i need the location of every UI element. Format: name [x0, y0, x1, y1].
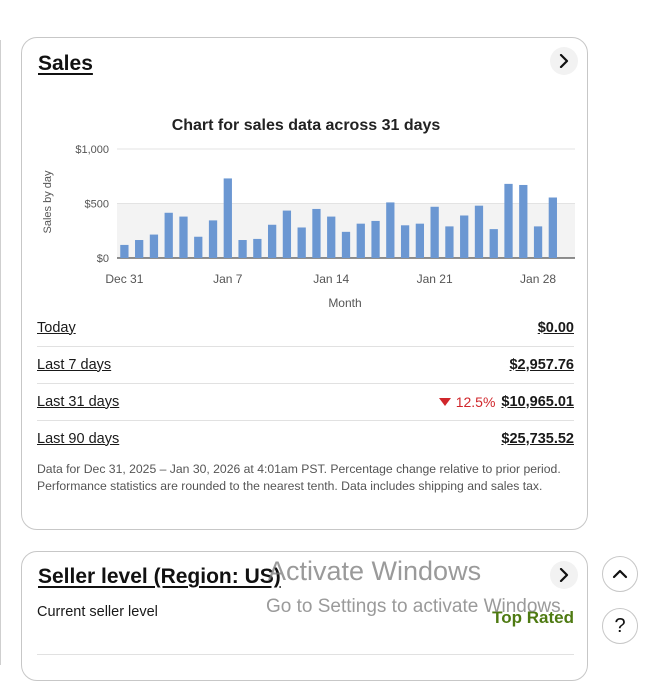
chart-ylabel: Sales by day: [42, 170, 54, 233]
sales-card: Sales Chart for sales data across 31 day…: [21, 37, 588, 530]
chart-xlabel: Month: [328, 296, 361, 310]
chart-bar[interactable]: [504, 183, 513, 258]
current-seller-level-row: Current seller level Top Rated: [37, 604, 574, 628]
current-seller-level-label: Current seller level: [37, 604, 158, 620]
chart-bar[interactable]: [474, 205, 484, 258]
change-indicator: 12.5%: [438, 393, 496, 410]
row-last-31-days: Last 31 days 12.5% $10,965.01: [37, 383, 574, 421]
chart-bar[interactable]: [548, 197, 557, 258]
chart-bar[interactable]: [489, 229, 498, 258]
chart-bar[interactable]: [519, 184, 528, 258]
x-tick-label: Jan 14: [313, 272, 349, 286]
chart-bar[interactable]: [282, 210, 292, 258]
chart-bar[interactable]: [386, 202, 395, 258]
seller-level-card: Seller level (Region: US) Current seller…: [21, 551, 588, 681]
chart-bar[interactable]: [312, 208, 321, 258]
chart-bar[interactable]: [297, 227, 306, 258]
chart-bar[interactable]: [460, 215, 469, 258]
row-last-90-days: Last 90 days $25,735.52: [37, 420, 574, 457]
sales-title[interactable]: Sales: [38, 52, 93, 75]
chart-bar[interactable]: [194, 236, 203, 258]
y-tick-label: $1,000: [75, 144, 109, 156]
chevron-up-icon: [612, 569, 628, 579]
x-tick-label: Dec 31: [105, 272, 143, 286]
x-tick-label: Jan 28: [520, 272, 556, 286]
seller-divider: [37, 654, 574, 655]
chart-bar[interactable]: [341, 231, 351, 258]
x-tick-label: Jan 7: [213, 272, 243, 286]
chart-bar[interactable]: [208, 220, 218, 258]
chart-title: Chart for sales data across 31 days: [172, 117, 441, 134]
chart-bar[interactable]: [223, 178, 232, 258]
last-90-days-link[interactable]: Last 90 days: [37, 430, 120, 447]
chevron-right-icon: [559, 54, 569, 68]
chart-bar[interactable]: [533, 226, 543, 258]
chart-bar[interactable]: [135, 240, 144, 258]
triangle-down-icon: [438, 397, 451, 406]
seller-level-open-button[interactable]: [550, 561, 578, 589]
seller-level-title[interactable]: Seller level (Region: US): [38, 565, 281, 588]
chart-bar[interactable]: [430, 206, 439, 258]
row-today: Today $0.00: [37, 309, 574, 347]
today-value[interactable]: $0.00: [537, 319, 574, 336]
chart-bar[interactable]: [149, 234, 159, 258]
sales-open-button[interactable]: [550, 47, 578, 75]
chart-bar[interactable]: [120, 244, 129, 258]
chart-bar[interactable]: [179, 216, 188, 258]
last-7-days-link[interactable]: Last 7 days: [37, 356, 112, 373]
scroll-to-top-button[interactable]: [602, 556, 638, 592]
chart-bar[interactable]: [238, 240, 247, 258]
x-tick-label: Jan 21: [417, 272, 453, 286]
chart-bar[interactable]: [253, 238, 262, 258]
chart-bar[interactable]: [400, 225, 410, 258]
last-7-days-value[interactable]: $2,957.76: [509, 356, 574, 373]
left-panel-edge: [0, 40, 1, 665]
chart-bar[interactable]: [371, 220, 380, 258]
help-button[interactable]: ?: [602, 608, 638, 644]
chart-bar[interactable]: [327, 216, 336, 258]
change-percent: 12.5%: [455, 393, 496, 410]
activate-windows-watermark: Activate Windows: [268, 556, 482, 586]
chart-bar[interactable]: [415, 223, 425, 258]
activate-windows-subtext: Go to Settings to activate Windows.: [266, 596, 566, 617]
last-31-days-link[interactable]: Last 31 days: [37, 393, 120, 410]
chart-bar[interactable]: [445, 226, 454, 258]
last-31-days-value[interactable]: $10,965.01: [501, 393, 574, 410]
chart-bar[interactable]: [356, 223, 365, 258]
current-seller-level-value: Top Rated: [492, 608, 574, 627]
y-tick-label: $0: [97, 253, 109, 265]
today-link[interactable]: Today: [37, 319, 76, 336]
y-tick-label: $500: [85, 199, 109, 211]
chart-bar[interactable]: [164, 212, 173, 258]
last-90-days-value[interactable]: $25,735.52: [501, 430, 574, 447]
sales-footnote: Data for Dec 31, 2025 – Jan 30, 2026 at …: [37, 462, 561, 493]
sales-chart: Chart for sales data across 31 days Sale…: [42, 117, 575, 310]
chevron-right-icon: [559, 568, 569, 582]
row-last-7-days: Last 7 days $2,957.76: [37, 346, 574, 384]
help-icon: ?: [614, 614, 626, 637]
chart-bar[interactable]: [267, 224, 277, 258]
